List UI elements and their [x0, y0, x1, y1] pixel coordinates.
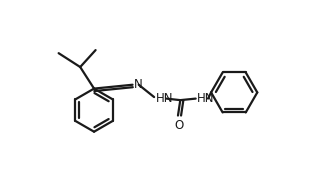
Text: HN: HN	[197, 92, 215, 105]
Text: N: N	[134, 78, 143, 91]
Text: HN: HN	[156, 92, 173, 105]
Text: O: O	[174, 119, 183, 132]
